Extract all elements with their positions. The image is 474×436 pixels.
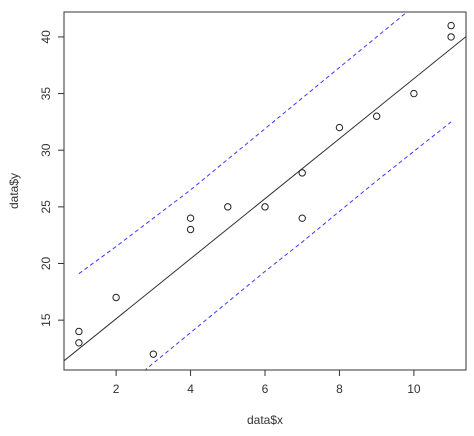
x-axis-title: data$x xyxy=(247,413,283,427)
prediction-band-upper-line xyxy=(78,12,408,275)
data-point xyxy=(186,214,195,222)
y-tick-label: 25 xyxy=(39,200,53,214)
data-point xyxy=(410,89,418,98)
data-point xyxy=(372,112,381,120)
x-tick-label: 10 xyxy=(407,382,421,396)
y-tick-label: 15 xyxy=(39,313,53,327)
data-point xyxy=(75,327,83,336)
x-tick-label: 8 xyxy=(336,382,343,396)
data-point xyxy=(149,350,158,358)
x-tick-label: 2 xyxy=(113,382,120,396)
data-point xyxy=(335,123,344,132)
y-tick-label: 35 xyxy=(39,87,53,101)
x-tick-label: 6 xyxy=(262,382,269,396)
y-axis-title: data$y xyxy=(7,173,21,209)
y-tick-label: 30 xyxy=(39,143,53,157)
y-tick-label: 20 xyxy=(39,257,53,271)
data-point xyxy=(112,293,120,302)
data-point xyxy=(447,21,455,30)
prediction-band-lower-line xyxy=(144,121,452,370)
data-point xyxy=(298,169,306,177)
y-tick-label: 40 xyxy=(39,30,53,44)
data-point xyxy=(447,33,455,41)
data-point xyxy=(75,339,83,347)
data-point xyxy=(186,225,195,234)
data-point xyxy=(224,203,232,211)
x-tick-label: 4 xyxy=(187,382,194,396)
regression-line xyxy=(64,36,466,362)
data-point xyxy=(298,214,306,222)
plot-frame xyxy=(63,11,467,371)
data-point xyxy=(261,203,269,211)
